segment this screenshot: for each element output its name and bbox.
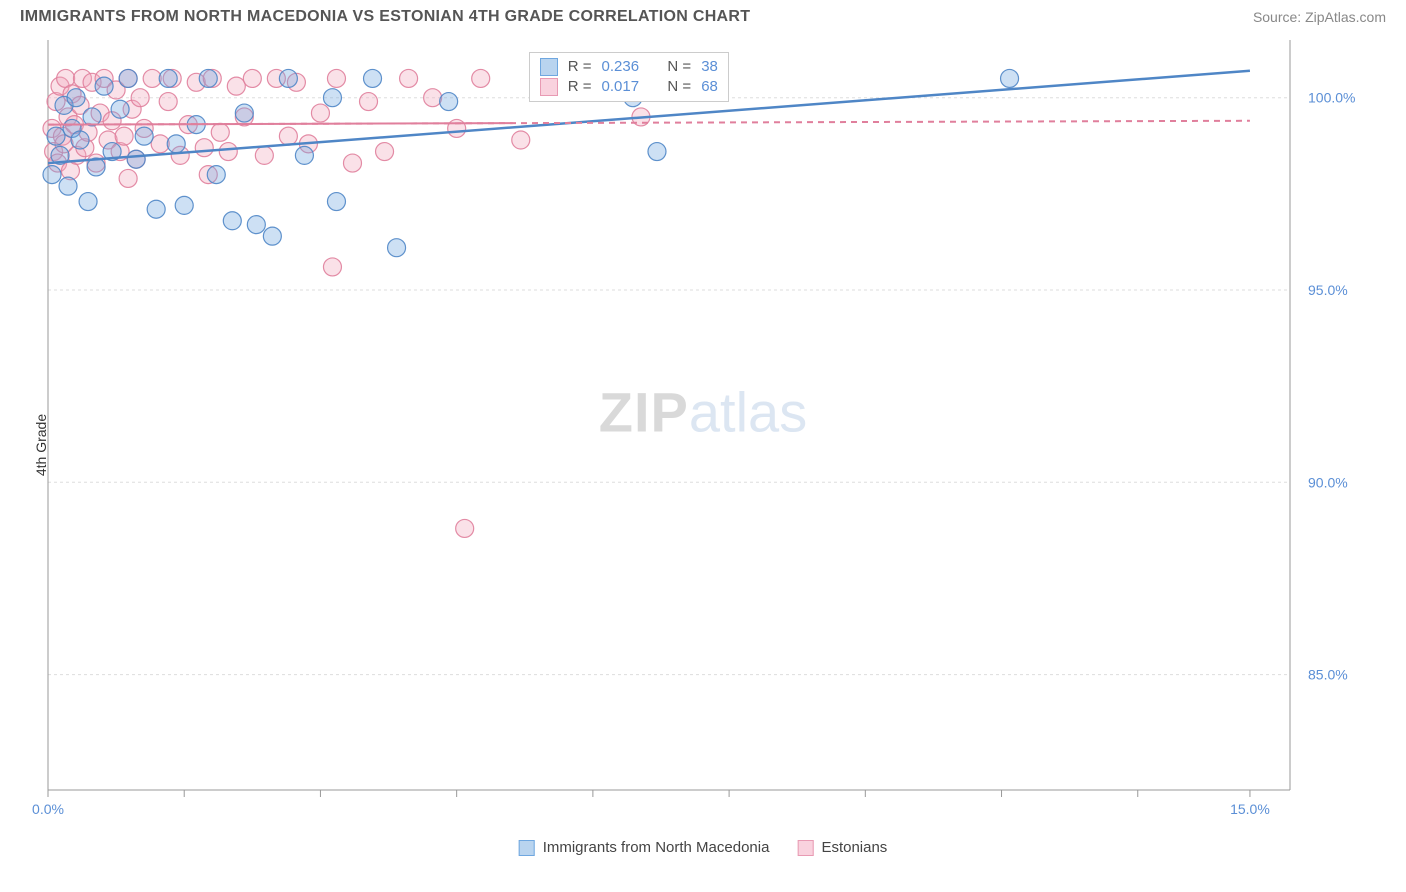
stats-row: R =0.017 N =68: [540, 77, 718, 97]
svg-text:95.0%: 95.0%: [1308, 282, 1348, 298]
legend-swatch: [797, 840, 813, 856]
legend-swatch: [540, 58, 558, 76]
chart-title: IMMIGRANTS FROM NORTH MACEDONIA VS ESTON…: [20, 8, 750, 26]
svg-text:100.0%: 100.0%: [1308, 90, 1355, 106]
chart-header: IMMIGRANTS FROM NORTH MACEDONIA VS ESTON…: [0, 0, 1406, 30]
chart-area: 4th Grade 85.0% 90.0% 95.0% 100.0% 0.0% 15.0%…: [0, 30, 1406, 860]
legend-swatch: [540, 78, 558, 96]
source-label: Source: ZipAtlas.com: [1253, 9, 1386, 25]
stats-row: R =0.236 N =38: [540, 57, 718, 77]
y-axis-label: 4th Grade: [33, 414, 49, 476]
legend-label: Estonians: [821, 839, 887, 856]
scatter-plot: 85.0% 90.0% 95.0% 100.0% 0.0% 15.0%: [0, 30, 1406, 830]
legend-swatch: [519, 840, 535, 856]
svg-text:85.0%: 85.0%: [1308, 667, 1348, 683]
bottom-legend: Immigrants from North Macedonia Estonians: [519, 839, 888, 856]
svg-text:15.0%: 15.0%: [1230, 801, 1270, 817]
stats-panel: R =0.236 N =38R =0.017 N =68: [529, 52, 729, 102]
svg-text:0.0%: 0.0%: [32, 801, 64, 817]
legend-item: Estonians: [797, 839, 887, 856]
svg-text:90.0%: 90.0%: [1308, 474, 1348, 490]
legend-item: Immigrants from North Macedonia: [519, 839, 770, 856]
legend-label: Immigrants from North Macedonia: [543, 839, 770, 856]
